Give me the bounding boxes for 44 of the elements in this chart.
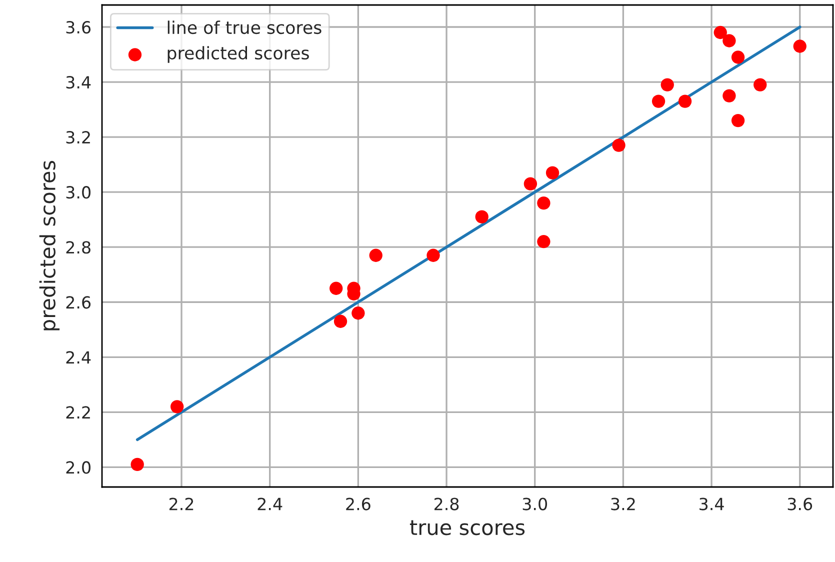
point bbox=[369, 248, 382, 262]
x-tick-label: 3.6 bbox=[788, 498, 812, 510]
point bbox=[170, 400, 184, 414]
point bbox=[130, 458, 144, 472]
y-tick-label: 2.6 bbox=[66, 296, 91, 309]
x-tick-label: 2.6 bbox=[346, 498, 370, 510]
x-tick-label: 3.0 bbox=[522, 498, 548, 510]
point bbox=[660, 78, 674, 92]
y-axis-title: predicted scores bbox=[39, 160, 60, 330]
point bbox=[426, 248, 440, 262]
point bbox=[612, 138, 626, 152]
x-tick-label: 2.4 bbox=[258, 498, 282, 510]
y-tick-label: 3.0 bbox=[66, 186, 90, 199]
point bbox=[731, 50, 745, 64]
point bbox=[352, 306, 365, 320]
point bbox=[722, 89, 736, 102]
point bbox=[722, 34, 736, 48]
point bbox=[793, 40, 806, 53]
x-axis-title: true scores bbox=[410, 520, 525, 536]
x-tick-label: 2.2 bbox=[169, 498, 194, 510]
point bbox=[678, 94, 692, 108]
point bbox=[714, 26, 727, 40]
y-tick-label: 2.2 bbox=[66, 406, 90, 418]
point bbox=[334, 314, 348, 328]
point bbox=[475, 210, 488, 224]
y-tick-label: 2.4 bbox=[66, 351, 91, 364]
legend-label: predicted scores bbox=[168, 46, 309, 63]
y-tick-label: 3.2 bbox=[66, 131, 90, 144]
point bbox=[524, 177, 538, 190]
point bbox=[731, 114, 745, 128]
point bbox=[537, 196, 550, 210]
y-tick-label: 3.4 bbox=[66, 76, 91, 89]
point bbox=[330, 282, 343, 295]
y-tick-label: 2.0 bbox=[66, 461, 90, 474]
point bbox=[537, 235, 550, 248]
y-tick-label: 3.6 bbox=[66, 20, 91, 34]
legend-label: line of true scores bbox=[168, 20, 322, 34]
x-tick-label: 3.4 bbox=[700, 498, 724, 510]
point bbox=[546, 166, 560, 180]
y-tick-label: 2.8 bbox=[66, 241, 90, 254]
point bbox=[754, 78, 767, 92]
x-tick-label: 2.8 bbox=[434, 498, 459, 510]
point bbox=[652, 94, 666, 108]
x-tick-label: 3.2 bbox=[611, 498, 635, 510]
